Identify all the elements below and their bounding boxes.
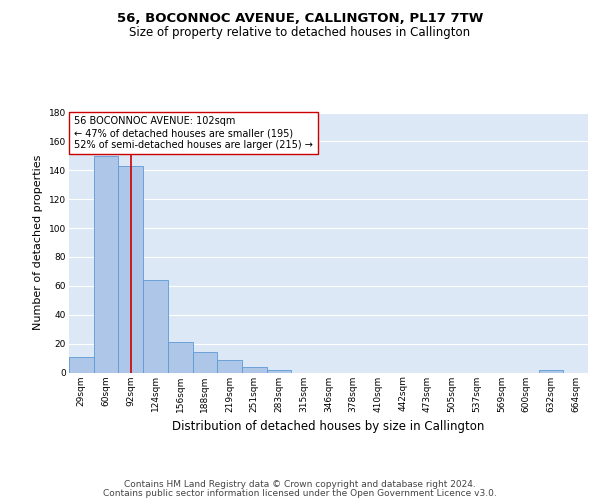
Bar <box>242 366 267 372</box>
Bar <box>143 280 168 372</box>
Text: Size of property relative to detached houses in Callington: Size of property relative to detached ho… <box>130 26 470 39</box>
Bar <box>118 166 143 372</box>
Bar <box>193 352 217 372</box>
Text: 56, BOCONNOC AVENUE, CALLINGTON, PL17 7TW: 56, BOCONNOC AVENUE, CALLINGTON, PL17 7T… <box>117 12 483 26</box>
Bar <box>94 156 118 372</box>
X-axis label: Distribution of detached houses by size in Callington: Distribution of detached houses by size … <box>172 420 485 433</box>
Bar <box>69 356 94 372</box>
Bar <box>539 370 563 372</box>
Text: 56 BOCONNOC AVENUE: 102sqm
← 47% of detached houses are smaller (195)
52% of sem: 56 BOCONNOC AVENUE: 102sqm ← 47% of deta… <box>74 116 313 150</box>
Text: Contains public sector information licensed under the Open Government Licence v3: Contains public sector information licen… <box>103 489 497 498</box>
Text: Contains HM Land Registry data © Crown copyright and database right 2024.: Contains HM Land Registry data © Crown c… <box>124 480 476 489</box>
Y-axis label: Number of detached properties: Number of detached properties <box>34 155 43 330</box>
Bar <box>267 370 292 372</box>
Bar <box>168 342 193 372</box>
Bar <box>217 360 242 372</box>
